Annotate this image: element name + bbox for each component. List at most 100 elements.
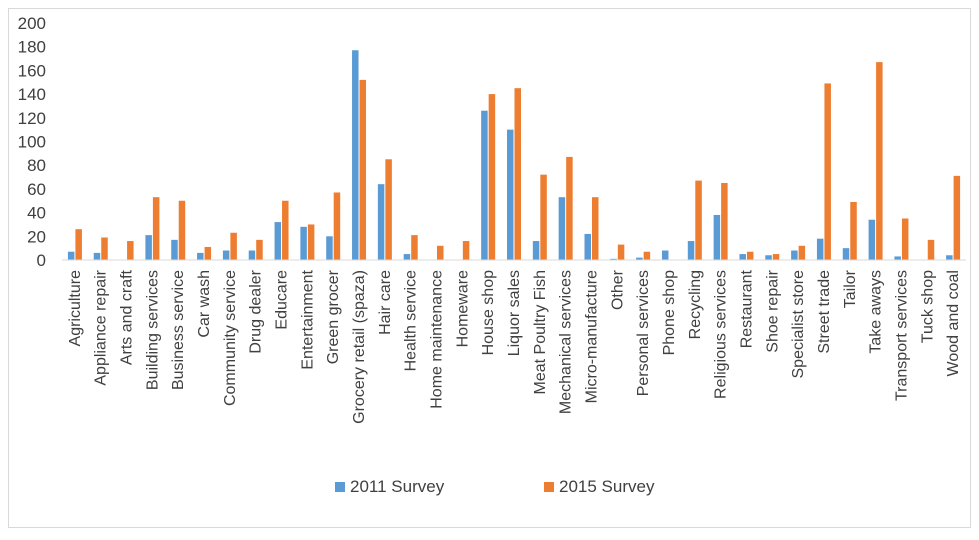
bar-2015 <box>359 79 367 260</box>
bar-2015 <box>876 62 883 260</box>
x-category-label: Home maintenance <box>429 270 446 409</box>
x-category-label: Business service <box>170 270 187 390</box>
bar-2011 <box>584 233 591 260</box>
bar-2011 <box>507 129 514 260</box>
bar-2011 <box>352 50 359 260</box>
x-category-label: Mechanical services <box>558 270 575 414</box>
bar-2015 <box>230 232 237 260</box>
bar-2015 <box>204 246 212 260</box>
x-category-label: Street trade <box>816 270 833 354</box>
bar-2015 <box>746 251 754 260</box>
bar-2011 <box>765 255 772 260</box>
bar-2011 <box>713 214 721 260</box>
x-category-label: Entertainment <box>299 269 316 369</box>
y-axis-tick-labels: 0 20 40 60 80 100 120 140 160 180 200 <box>18 14 46 270</box>
legend-swatch <box>335 482 345 492</box>
legend-swatch <box>544 482 554 492</box>
bar-2015 <box>101 237 108 260</box>
bar-2011 <box>145 235 152 260</box>
bar-2011 <box>300 226 307 260</box>
bar-2015 <box>152 197 160 260</box>
x-category-label: Recycling <box>687 270 704 339</box>
x-category-label: Car wash <box>196 270 213 338</box>
y-tick-label: 60 <box>27 180 46 199</box>
bar-2015 <box>127 241 134 260</box>
bar-2015 <box>798 245 806 260</box>
bar-2011 <box>816 238 824 260</box>
bar-2015 <box>591 197 599 260</box>
bar-2015 <box>437 245 444 260</box>
bar-2011 <box>248 250 256 260</box>
bar-2015 <box>307 224 315 260</box>
x-category-label: Appliance repair <box>93 269 110 385</box>
bar-2011 <box>946 255 953 260</box>
x-category-label: Wood and coal <box>945 270 962 376</box>
x-category-label: Arts and craft <box>119 269 136 365</box>
bar-2011 <box>661 250 669 260</box>
legend: 2011 Survey 2015 Survey <box>335 477 655 496</box>
bar-2015 <box>75 229 82 260</box>
x-category-label: Building services <box>144 270 161 390</box>
y-tick-label: 200 <box>18 14 46 33</box>
bar-2011 <box>687 241 695 260</box>
x-category-label: Green grocer <box>325 269 342 364</box>
x-category-label: House shop <box>480 270 497 355</box>
bar-2015 <box>566 156 573 260</box>
bar-2015 <box>385 159 392 260</box>
y-tick-label: 20 <box>27 227 46 246</box>
bar-2015 <box>178 200 186 260</box>
x-category-label: Other <box>609 269 626 310</box>
bar-2011 <box>403 254 411 260</box>
bar-2015 <box>333 192 341 260</box>
y-tick-label: 120 <box>18 109 46 128</box>
bar-2015 <box>901 218 909 260</box>
bar-2011 <box>636 257 643 260</box>
bar-2011 <box>326 236 333 260</box>
y-tick-label: 160 <box>18 61 46 80</box>
bar-2015 <box>772 254 780 260</box>
y-tick-label: 0 <box>37 251 46 270</box>
bar-2011 <box>610 258 617 260</box>
bar-2015 <box>695 180 702 260</box>
x-category-label: Tuck shop <box>919 270 936 343</box>
bar-2011 <box>868 219 876 260</box>
bar-2015 <box>617 244 625 260</box>
bar-series <box>67 50 961 261</box>
x-category-label: Transport services <box>893 270 910 401</box>
x-category-label: Liquor sales <box>506 270 523 356</box>
bar-2011 <box>739 254 746 260</box>
bar-2011 <box>532 241 540 260</box>
y-tick-label: 40 <box>27 204 46 223</box>
bar-2015 <box>411 235 418 260</box>
x-category-label: Homeware <box>454 270 471 347</box>
x-category-label: Meat Poultry Fish <box>532 270 549 394</box>
y-tick-label: 100 <box>18 133 46 152</box>
x-category-label: Agriculture <box>67 270 84 347</box>
x-category-label: Grocery retail (spaza) <box>351 270 368 424</box>
bar-2011 <box>842 248 850 260</box>
x-category-label: Specialist store <box>790 270 807 379</box>
x-category-label: Phone shop <box>661 270 678 356</box>
x-category-label: Hair care <box>377 270 394 335</box>
x-category-label: Micro-manufacture <box>583 270 600 403</box>
bar-2015 <box>488 94 496 260</box>
x-axis-category-labels: Agriculture Appliance repair Arts and craf… <box>67 269 962 424</box>
bar-2015 <box>514 88 521 261</box>
bar-2015 <box>462 241 470 260</box>
x-category-label: Drug dealer <box>248 269 265 353</box>
bar-2011 <box>171 239 178 260</box>
bar-2011 <box>93 252 101 260</box>
legend-label: 2015 Survey <box>559 477 655 496</box>
bar-2011 <box>222 250 230 260</box>
bar-2015 <box>540 174 547 260</box>
bar-2011 <box>481 110 488 260</box>
bar-2015 <box>824 83 831 260</box>
x-category-label: Shoe repair <box>764 269 781 352</box>
x-category-label: Educare <box>274 270 291 330</box>
x-category-label: Health service <box>403 270 420 371</box>
x-category-label: Take aways <box>868 270 885 354</box>
bar-2011 <box>558 197 566 260</box>
bar-2015 <box>643 251 651 260</box>
x-category-label: Restaurant <box>738 269 755 348</box>
